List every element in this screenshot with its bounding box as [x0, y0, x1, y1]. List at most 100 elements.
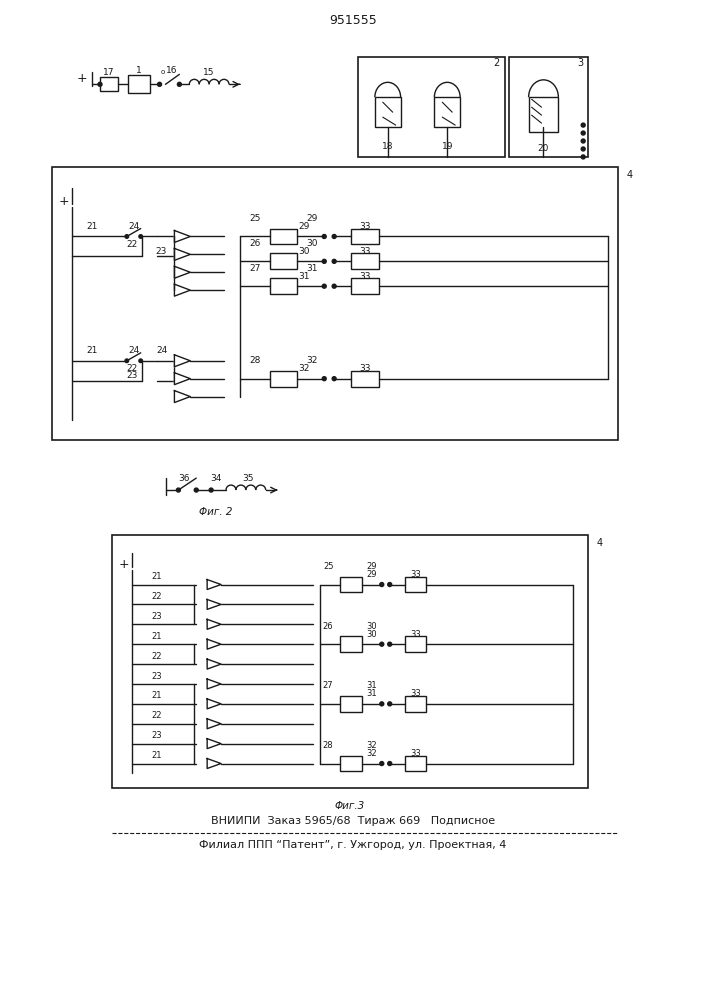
Polygon shape [175, 355, 190, 367]
Circle shape [332, 259, 336, 263]
Text: 16: 16 [165, 66, 177, 75]
Bar [269, 371, 298, 387]
Polygon shape [207, 619, 221, 629]
Text: 32: 32 [298, 364, 310, 373]
Text: 33: 33 [410, 749, 421, 758]
Text: 34: 34 [211, 474, 222, 483]
Bar [404, 636, 426, 652]
Text: 29: 29 [307, 214, 318, 223]
Polygon shape [207, 739, 221, 749]
Text: Φиг.3: Φиг.3 [335, 801, 365, 811]
Text: 21: 21 [86, 346, 98, 355]
Bar [340, 756, 362, 771]
Polygon shape [175, 391, 190, 403]
Text: 25: 25 [249, 214, 260, 223]
Circle shape [125, 359, 129, 363]
Text: +: + [77, 72, 88, 85]
Circle shape [387, 762, 392, 766]
Text: 1: 1 [136, 66, 141, 75]
Text: 31: 31 [366, 689, 377, 698]
Text: 29: 29 [367, 570, 377, 579]
Polygon shape [207, 679, 221, 689]
Text: 32: 32 [366, 741, 377, 750]
Text: +: + [59, 195, 69, 208]
Text: 32: 32 [366, 749, 377, 758]
Text: 31: 31 [366, 681, 377, 690]
Text: 33: 33 [359, 222, 370, 231]
Text: 17: 17 [103, 68, 115, 77]
Text: 22: 22 [126, 240, 137, 249]
Text: 31: 31 [307, 264, 318, 273]
Bar [269, 229, 298, 244]
Bar [351, 278, 379, 294]
Polygon shape [207, 639, 221, 649]
Text: 21: 21 [151, 691, 162, 700]
Bar [404, 756, 426, 771]
Text: 33: 33 [410, 570, 421, 579]
Text: 27: 27 [249, 264, 260, 273]
Circle shape [209, 488, 213, 492]
Text: 21: 21 [151, 632, 162, 641]
Polygon shape [207, 599, 221, 609]
Circle shape [158, 82, 161, 86]
Bar [351, 229, 379, 244]
Text: 23: 23 [126, 371, 137, 380]
Text: o: o [160, 69, 165, 75]
Polygon shape [207, 699, 221, 709]
Polygon shape [207, 580, 221, 589]
Circle shape [380, 762, 384, 766]
Bar [358, 57, 505, 157]
Text: +: + [119, 558, 129, 571]
Circle shape [194, 488, 198, 492]
Text: 29: 29 [298, 222, 310, 231]
Polygon shape [175, 248, 190, 260]
Polygon shape [175, 284, 190, 296]
Bar [509, 57, 588, 157]
Circle shape [322, 259, 326, 263]
Text: 18: 18 [382, 142, 394, 151]
Text: 23: 23 [156, 247, 168, 256]
Text: 3: 3 [577, 58, 583, 68]
Text: 24: 24 [156, 346, 167, 355]
Text: 4: 4 [597, 538, 603, 548]
Text: 30: 30 [307, 239, 318, 248]
Polygon shape [207, 659, 221, 669]
Text: 33: 33 [410, 689, 421, 698]
Text: 15: 15 [204, 68, 215, 77]
Text: ВНИИПИ  Заказ 5965/68  Тираж 669   Подписное: ВНИИПИ Заказ 5965/68 Тираж 669 Подписное [211, 816, 495, 826]
Circle shape [332, 284, 336, 288]
Text: 24: 24 [128, 346, 139, 355]
Text: 35: 35 [242, 474, 254, 483]
Text: 26: 26 [323, 622, 334, 631]
Text: 23: 23 [151, 672, 162, 681]
Circle shape [332, 377, 336, 381]
Text: 27: 27 [323, 681, 334, 690]
Polygon shape [175, 231, 190, 242]
Text: 26: 26 [249, 239, 260, 248]
Text: 22: 22 [151, 592, 162, 601]
Text: 24: 24 [128, 222, 139, 231]
Text: 22: 22 [126, 364, 137, 373]
Polygon shape [175, 373, 190, 385]
Bar [434, 97, 460, 127]
Text: 28: 28 [249, 356, 260, 365]
Bar [404, 577, 426, 592]
Circle shape [139, 235, 143, 238]
Text: 21: 21 [151, 572, 162, 581]
Circle shape [98, 82, 102, 86]
Bar [404, 696, 426, 712]
Text: 33: 33 [359, 272, 370, 281]
Circle shape [322, 234, 326, 238]
Circle shape [139, 359, 143, 363]
Text: 36: 36 [179, 474, 190, 483]
Polygon shape [175, 266, 190, 278]
Text: 22: 22 [151, 711, 162, 720]
Text: Φиг. 2: Φиг. 2 [199, 507, 233, 517]
Text: 19: 19 [441, 142, 453, 151]
Bar [351, 371, 379, 387]
Bar [269, 253, 298, 269]
Text: 2: 2 [493, 58, 500, 68]
Circle shape [322, 377, 326, 381]
Circle shape [387, 583, 392, 587]
Text: 28: 28 [323, 741, 334, 750]
